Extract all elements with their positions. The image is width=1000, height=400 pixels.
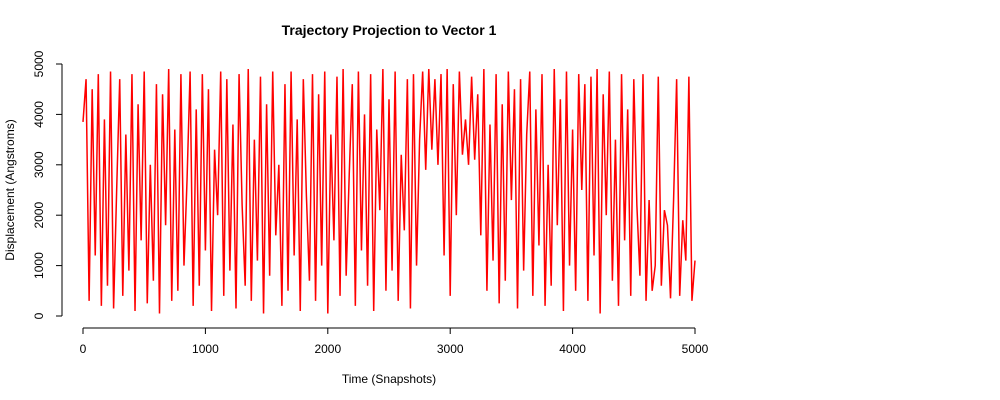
y-tick-label: 4000 — [32, 101, 46, 128]
chart-title: Trajectory Projection to Vector 1 — [282, 22, 497, 38]
y-tick-label: 0 — [32, 312, 46, 319]
y-tick-label: 5000 — [32, 50, 46, 77]
x-tick-label: 0 — [80, 342, 87, 356]
x-tick-label: 1000 — [192, 342, 219, 356]
x-tick-label: 4000 — [559, 342, 586, 356]
data-line — [82, 69, 696, 314]
x-tick-label: 5000 — [682, 342, 709, 356]
y-tick-label: 2000 — [32, 202, 46, 229]
y-axis-label: Displacement (Angstroms) — [3, 119, 17, 260]
y-tick-label: 1000 — [32, 252, 46, 279]
x-tick-label: 2000 — [314, 342, 341, 356]
x-axis-label: Time (Snapshots) — [342, 372, 436, 386]
x-tick-label: 3000 — [437, 342, 464, 356]
y-tick-label: 3000 — [32, 151, 46, 178]
